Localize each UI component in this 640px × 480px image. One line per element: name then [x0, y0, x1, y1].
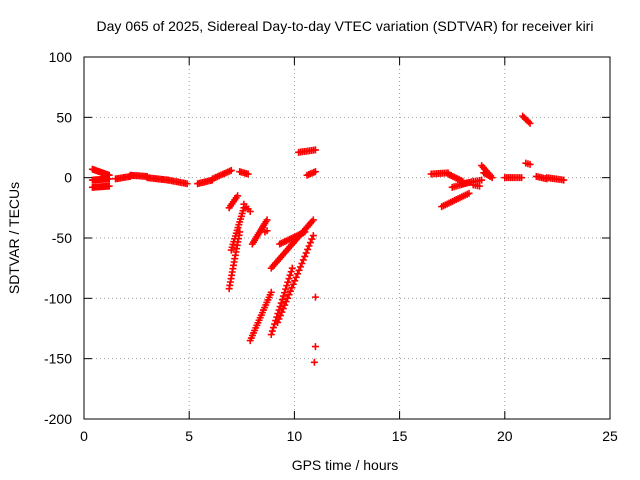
data-points — [88, 112, 568, 366]
data-point — [306, 239, 314, 247]
data-point — [301, 228, 309, 236]
data-point — [227, 166, 235, 174]
y-tick-label: -50 — [52, 230, 72, 246]
data-point — [267, 331, 275, 339]
y-tick-label: -150 — [44, 351, 72, 367]
data-point — [311, 343, 319, 351]
y-tick-label: -200 — [44, 411, 72, 427]
data-point — [311, 293, 319, 301]
data-point — [296, 263, 304, 271]
x-tick-label: 10 — [287, 428, 303, 444]
data-point — [486, 172, 494, 180]
data-point — [284, 294, 292, 302]
data-point — [292, 273, 300, 281]
x-tick-label: 20 — [497, 428, 513, 444]
data-point — [302, 249, 310, 257]
y-tick-label: 0 — [64, 170, 72, 186]
data-point — [465, 189, 473, 197]
data-point — [284, 278, 292, 286]
data-point — [560, 176, 568, 184]
data-point — [246, 207, 254, 215]
data-point — [263, 216, 271, 224]
axis-ticks: 0 5 10 15 20 25 -200 -150 -100 -50 0 50 100 — [44, 49, 618, 444]
data-point — [299, 256, 307, 264]
x-tick-label: 5 — [185, 428, 193, 444]
data-point — [289, 280, 297, 288]
data-point — [304, 245, 312, 253]
data-point — [476, 182, 484, 190]
data-point — [268, 327, 276, 335]
data-point — [295, 266, 303, 274]
data-point — [263, 227, 271, 235]
data-point — [274, 318, 282, 326]
data-point — [305, 242, 313, 250]
data-point — [276, 312, 284, 320]
x-axis-label: GPS time / hours — [292, 457, 399, 473]
data-point — [234, 192, 242, 200]
y-axis-label: SDTVAR / TECUs — [6, 182, 22, 294]
data-point — [518, 174, 526, 182]
data-point — [278, 308, 286, 316]
x-tick-label: 25 — [602, 428, 618, 444]
data-point — [105, 175, 113, 183]
data-point — [275, 315, 283, 323]
y-tick-label: -100 — [44, 290, 72, 306]
data-point — [478, 176, 486, 184]
data-point — [281, 289, 289, 297]
x-tick-label: 15 — [392, 428, 408, 444]
data-point — [309, 232, 317, 240]
grid-lines — [84, 57, 610, 419]
data-point — [287, 268, 295, 276]
data-point — [282, 298, 290, 306]
data-point — [288, 264, 296, 272]
data-point — [105, 182, 113, 190]
data-point — [308, 235, 316, 243]
data-point — [286, 271, 294, 279]
x-tick-label: 0 — [80, 428, 88, 444]
data-point — [267, 288, 275, 296]
data-point — [301, 252, 309, 260]
data-point — [311, 146, 319, 154]
data-point — [294, 270, 302, 278]
data-point — [298, 259, 306, 267]
y-tick-label: 100 — [49, 49, 73, 65]
data-point — [285, 291, 293, 299]
data-point — [279, 305, 287, 313]
data-point — [279, 292, 287, 300]
data-point — [283, 282, 291, 290]
data-point — [269, 324, 277, 332]
data-point — [309, 216, 317, 224]
data-point — [291, 277, 299, 285]
chart-title: Day 065 of 2025, Sidereal Day-to-day VTE… — [97, 18, 594, 34]
y-tick-label: 50 — [56, 109, 72, 125]
data-point — [244, 170, 252, 178]
data-point — [310, 358, 318, 366]
data-point — [281, 301, 289, 309]
data-point — [183, 180, 191, 188]
data-point — [278, 296, 286, 304]
data-point — [526, 160, 534, 168]
data-point — [525, 118, 533, 126]
plot-frame — [83, 56, 611, 420]
data-point — [288, 284, 296, 292]
data-point — [286, 287, 294, 295]
data-point — [526, 119, 534, 127]
data-point — [311, 168, 319, 176]
data-point — [282, 285, 290, 293]
data-point — [285, 275, 293, 283]
